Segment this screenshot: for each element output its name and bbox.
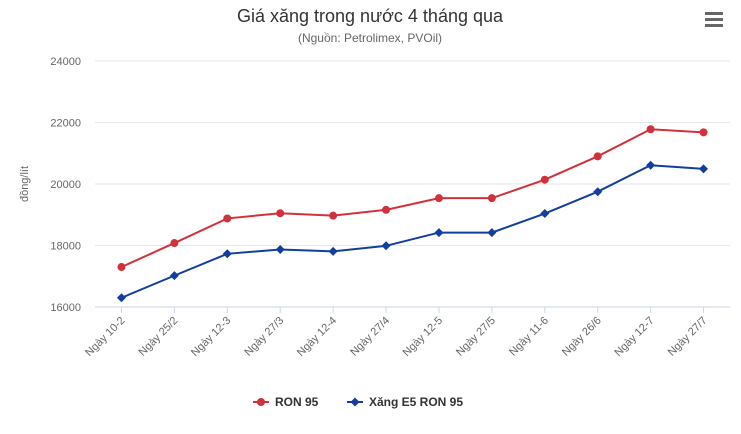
series-1 (117, 125, 708, 272)
data-point[interactable] (487, 194, 496, 203)
data-point[interactable] (646, 125, 655, 134)
y-axis-ticks: 16000 18000 20000 22000 24000 (50, 56, 81, 314)
data-point[interactable] (329, 211, 338, 220)
chart-subtitle: (Nguồn: Petrolimex, PVOil) (298, 31, 442, 45)
x-tick-label: Ngày 27/7 (666, 315, 710, 359)
legend-marker (257, 398, 265, 406)
data-point[interactable] (116, 293, 126, 303)
grid (95, 60, 730, 308)
x-tick-label: Ngày 27/5 (454, 315, 498, 359)
legend-item[interactable]: RON 95 (253, 395, 319, 409)
y-tick-label: 24000 (50, 56, 81, 68)
data-point[interactable] (328, 246, 338, 256)
series (116, 125, 709, 303)
y-axis-label: đồng/lít (19, 166, 31, 202)
data-point[interactable] (169, 271, 179, 281)
data-point[interactable] (593, 152, 602, 161)
data-point[interactable] (275, 244, 285, 254)
data-point[interactable] (434, 194, 443, 203)
x-tick-label: Ngày 11-6 (507, 315, 551, 359)
data-point[interactable] (434, 228, 444, 238)
chart-title: Giá xăng trong nước 4 tháng qua (237, 6, 504, 26)
data-point[interactable] (222, 249, 232, 259)
data-point[interactable] (170, 239, 179, 248)
data-point[interactable] (276, 209, 285, 218)
y-tick-label: 20000 (50, 179, 81, 191)
data-point[interactable] (646, 160, 656, 170)
x-tick-label: Ngày 12-3 (189, 315, 233, 359)
x-tick-label: Ngày 10-2 (83, 315, 127, 359)
legend-item[interactable]: Xăng E5 RON 95 (347, 395, 463, 409)
series-2 (116, 160, 709, 303)
data-point[interactable] (381, 241, 391, 251)
series-line (121, 164, 704, 299)
data-point[interactable] (223, 214, 232, 223)
y-tick-label: 22000 (50, 118, 81, 130)
x-tick-label: Ngày 26/6 (560, 315, 604, 359)
legend-label: Xăng E5 RON 95 (369, 395, 463, 409)
y-tick-label: 18000 (50, 241, 81, 253)
x-tick-label: Ngày 12-5 (401, 315, 445, 359)
x-tick-label: Ngày 27/4 (348, 315, 392, 359)
data-point[interactable] (593, 187, 603, 197)
legend-label: RON 95 (275, 395, 319, 409)
legend: RON 95 Xăng E5 RON 95 (253, 395, 463, 409)
x-tick-label: Ngày 27/3 (242, 315, 286, 359)
x-tick-label: Ngày 12-4 (295, 315, 339, 359)
data-point[interactable] (540, 209, 550, 219)
data-point[interactable] (487, 228, 497, 238)
data-point[interactable] (382, 205, 391, 214)
legend-marker (350, 397, 360, 407)
data-point[interactable] (699, 128, 708, 137)
x-axis-ticks: Ngày 10-2 Ngày 25/2 Ngày 12-3 Ngày 27/3 Ngày… (83, 307, 710, 359)
data-point[interactable] (699, 164, 709, 174)
hamburger-menu-icon[interactable] (700, 8, 728, 30)
x-tick-label: Ngày 25/2 (137, 315, 181, 359)
series-line (121, 128, 704, 268)
data-point[interactable] (540, 175, 549, 184)
y-tick-label: 16000 (50, 302, 81, 314)
x-tick-label: Ngày 12-7 (612, 315, 656, 359)
data-point[interactable] (117, 263, 126, 272)
